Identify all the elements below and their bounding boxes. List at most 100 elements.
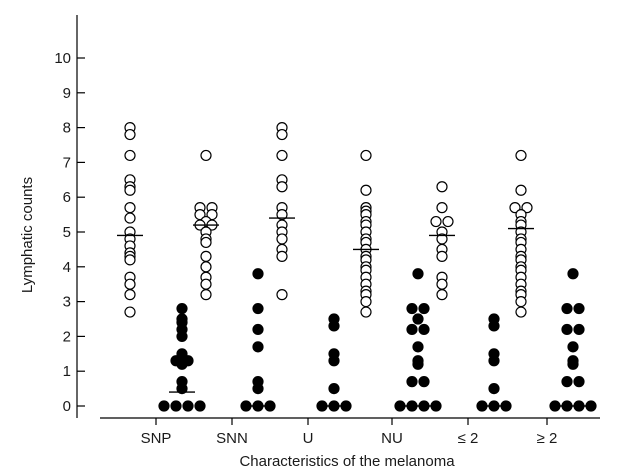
filled-point: [328, 383, 340, 395]
open-point: [515, 184, 527, 196]
open-point: [200, 149, 212, 162]
open-point: [360, 296, 372, 308]
filled-point: [406, 376, 418, 388]
filled-point: [573, 323, 585, 336]
filled-point: [585, 400, 597, 412]
open-point: [436, 278, 448, 290]
open-point: [442, 215, 454, 228]
y-tick-label: 9: [63, 85, 71, 102]
open-point: [276, 128, 288, 141]
open-point: [276, 181, 288, 193]
y-tick-label: 1: [63, 363, 71, 380]
open-point: [200, 289, 212, 301]
filled-point: [488, 355, 500, 367]
open-point: [360, 306, 372, 318]
filled-point: [561, 323, 573, 336]
open-point: [124, 149, 136, 162]
open-point: [515, 306, 527, 318]
filled-point: [573, 376, 585, 388]
y-tick-label: 8: [63, 120, 71, 137]
open-point: [124, 289, 136, 301]
open-point: [124, 128, 136, 141]
x-tick-label: ≤ 2: [458, 430, 479, 447]
filled-point: [488, 320, 500, 332]
y-tick-label: 4: [63, 259, 71, 276]
open-point: [124, 212, 136, 224]
filled-point: [176, 330, 188, 342]
open-point: [124, 184, 136, 196]
x-axis-title: Characteristics of the melanoma: [239, 453, 455, 470]
y-tick-label: 7: [63, 154, 71, 171]
filled-point: [252, 268, 264, 280]
plot-area: 0 1 2 3 4 5 6 7 8 9 10 SNP SNN U NU ≤ 2 ≥ 2: [54, 15, 600, 447]
filled-point: [176, 302, 188, 315]
x-tick-label: ≥ 2: [537, 430, 558, 447]
open-point: [124, 278, 136, 290]
filled-point: [567, 358, 579, 370]
filled-point: [182, 400, 194, 412]
open-point: [515, 149, 527, 162]
filled-point: [328, 355, 340, 367]
open-point: [521, 202, 533, 214]
y-tick-label: 3: [63, 294, 71, 311]
x-tick-label: U: [303, 430, 314, 447]
filled-point: [170, 400, 182, 412]
filled-point: [194, 400, 206, 412]
open-point: [200, 236, 212, 249]
open-point: [515, 296, 527, 308]
open-point: [200, 261, 212, 273]
open-point: [360, 184, 372, 196]
open-point: [276, 250, 288, 262]
filled-point: [176, 383, 188, 395]
filled-point: [573, 302, 585, 315]
open-point: [200, 250, 212, 262]
filled-point: [252, 341, 264, 353]
filled-point: [567, 341, 579, 353]
filled-point: [418, 302, 430, 315]
x-tick-label: SNP: [141, 430, 172, 447]
filled-point: [549, 400, 561, 412]
y-tick-label: 0: [63, 398, 71, 415]
open-point: [436, 289, 448, 301]
filled-point: [328, 320, 340, 332]
x-tick-label: NU: [381, 430, 403, 447]
open-point: [276, 289, 288, 301]
y-tick-label: 2: [63, 328, 71, 345]
filled-point: [252, 383, 264, 395]
filled-point: [412, 358, 424, 370]
open-point: [200, 278, 212, 290]
filled-point: [567, 268, 579, 280]
open-point: [436, 181, 448, 193]
filled-point: [430, 400, 442, 412]
filled-point: [412, 268, 424, 280]
filled-point: [406, 323, 418, 336]
y-tick-label: 6: [63, 189, 71, 206]
open-point: [360, 149, 372, 162]
y-tick-label: 5: [63, 224, 71, 241]
open-point: [124, 254, 136, 266]
open-point: [276, 149, 288, 162]
open-point: [436, 250, 448, 262]
filled-point: [418, 323, 430, 336]
filled-point: [561, 376, 573, 388]
filled-point: [406, 302, 418, 315]
x-tick-label: SNN: [216, 430, 248, 447]
open-point: [276, 233, 288, 245]
y-tick-label: 10: [54, 50, 71, 67]
filled-point: [252, 323, 264, 336]
y-axis-title: Lymphatic counts: [19, 177, 36, 293]
open-point: [430, 215, 442, 228]
filled-point: [412, 313, 424, 325]
filled-point: [252, 302, 264, 315]
filled-point: [158, 400, 170, 412]
open-point: [436, 202, 448, 214]
filled-point: [394, 400, 406, 412]
filled-point: [176, 358, 188, 370]
filled-point: [418, 376, 430, 388]
filled-point: [561, 302, 573, 315]
open-point: [509, 202, 521, 214]
filled-point: [488, 383, 500, 395]
filled-point: [412, 341, 424, 353]
open-point: [124, 202, 136, 214]
